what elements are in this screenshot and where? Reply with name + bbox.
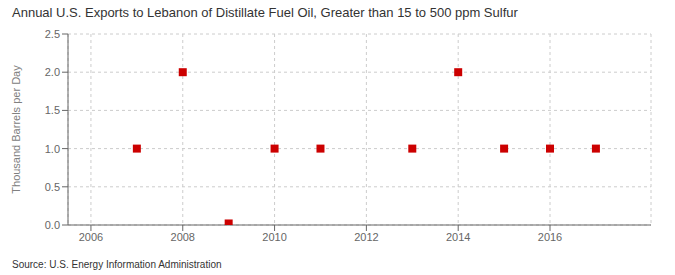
svg-text:2016: 2016 (538, 231, 562, 243)
svg-text:1.5: 1.5 (45, 104, 60, 116)
svg-text:Thousand Barrels per Day: Thousand Barrels per Day (10, 65, 22, 194)
svg-text:1.0: 1.0 (45, 143, 60, 155)
svg-text:2.0: 2.0 (45, 66, 60, 78)
svg-text:2010: 2010 (262, 231, 286, 243)
html-text:Annual U.S. Exports to Lebanon: Annual U.S. Exports to Lebanon of Distil… (12, 5, 518, 20)
svg-text:2012: 2012 (354, 231, 378, 243)
html-text:Source: U.S. Energy Informatio: Source: U.S. Energy Information Administ… (12, 259, 222, 270)
svg-text:0.5: 0.5 (45, 181, 60, 193)
svg-text:0.0: 0.0 (45, 219, 60, 231)
svg-text:2.5: 2.5 (45, 28, 60, 40)
svg-text:2014: 2014 (446, 231, 470, 243)
svg-text:2006: 2006 (79, 231, 103, 243)
svg-text:2008: 2008 (171, 231, 195, 243)
